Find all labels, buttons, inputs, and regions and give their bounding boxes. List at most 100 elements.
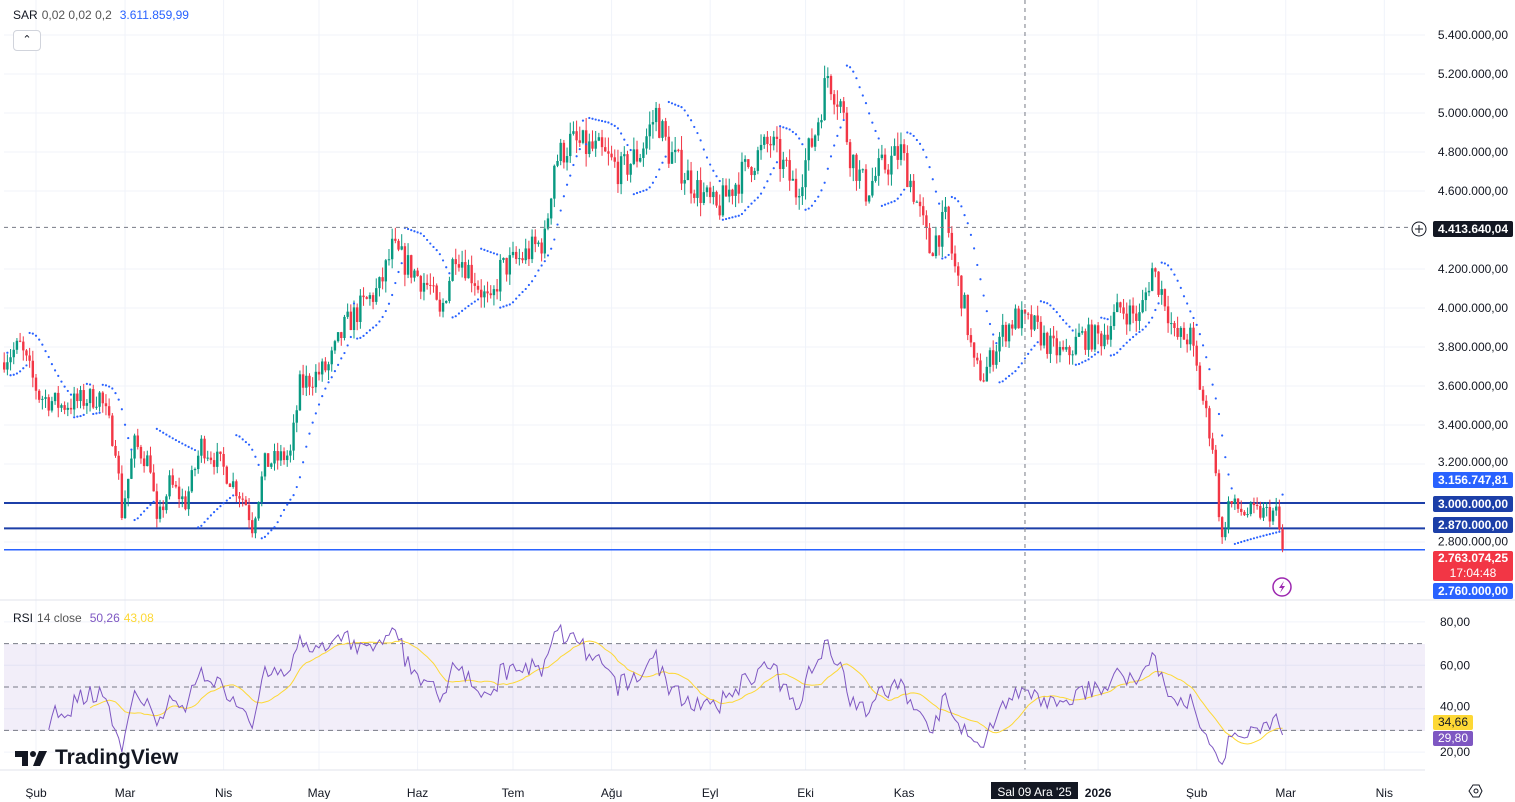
candle-body: [473, 283, 477, 286]
candle-body: [168, 475, 171, 497]
lightning-alert-icon[interactable]: [1272, 577, 1292, 597]
candle-body: [565, 156, 569, 163]
sar-dot: [922, 148, 925, 151]
candle-body: [658, 107, 661, 138]
sar-dot: [117, 398, 120, 401]
candle-body: [823, 78, 826, 121]
sar-dot: [696, 131, 699, 135]
sar-dot: [845, 64, 849, 67]
candle-body: [123, 498, 127, 519]
candle-body: [909, 180, 912, 188]
line-2870000-label[interactable]: 2.870.000,00: [1433, 517, 1513, 533]
candle-body: [591, 141, 594, 149]
candle-body: [155, 491, 159, 519]
sar-dot: [909, 132, 912, 135]
candle-body: [626, 154, 629, 175]
candle-body: [899, 144, 903, 160]
rsi-axis[interactable]: 80,00 60,00 40,00 20,00: [1440, 615, 1470, 759]
candle-body: [820, 120, 823, 123]
sar-dot: [1151, 316, 1154, 319]
candle-body: [375, 288, 378, 302]
sar-dot: [282, 508, 286, 512]
candle-body: [76, 393, 79, 402]
candle-body: [950, 232, 954, 254]
rsi-tick: 80,00: [1440, 615, 1470, 629]
sar-dot: [378, 320, 381, 323]
candle-body: [257, 502, 260, 519]
price-axis[interactable]: 5.400.000,00 5.200.000,00 5.000.000,00 4.80…: [1438, 28, 1508, 549]
sar-dot: [569, 174, 572, 177]
sar-dot: [232, 494, 235, 497]
candle-body: [941, 211, 944, 247]
candle-body: [772, 136, 775, 146]
candle-body: [1020, 309, 1023, 329]
sar-dot: [969, 233, 973, 236]
candle-body: [397, 240, 400, 250]
candle-body: [1106, 334, 1109, 340]
line-2760000-label[interactable]: 2.760.000,00: [1433, 583, 1513, 599]
sar-dot: [734, 215, 737, 218]
candle-body: [829, 76, 833, 95]
sar-dot: [801, 143, 804, 146]
candle-body: [1011, 324, 1014, 329]
candle-body: [527, 248, 531, 260]
candle-body: [441, 302, 445, 312]
candle-body: [1001, 324, 1004, 337]
sar-dot: [66, 389, 69, 393]
sar-dot: [597, 119, 600, 122]
candle-body: [1068, 346, 1071, 356]
candle-body: [1071, 354, 1074, 356]
candle-body: [107, 406, 111, 416]
candle-body: [1179, 327, 1182, 337]
candle-body: [534, 236, 537, 245]
sar-legend[interactable]: SAR 0,02 0,02 0,2 3.611.859,99: [13, 8, 193, 22]
candle-body: [1036, 315, 1039, 322]
sar-dot: [1268, 532, 1271, 536]
sar-dot: [871, 121, 874, 124]
candle-body: [852, 154, 855, 169]
candle-body: [963, 294, 966, 309]
candle-body: [1173, 323, 1176, 328]
line-3000000-label[interactable]: 3.000.000,00: [1433, 496, 1513, 512]
sar-dot: [842, 118, 845, 122]
candle-body: [1030, 314, 1033, 330]
sar-dot: [1128, 338, 1132, 341]
rsi-legend[interactable]: RSI 14 close 50,26 43,08: [13, 611, 158, 625]
sar-dot: [314, 412, 317, 415]
price-tick: 4.800.000,00: [1438, 145, 1508, 159]
candle-body: [906, 153, 909, 188]
sar-dot: [193, 448, 197, 452]
time-tick: Ağu: [601, 786, 622, 799]
candle-body: [495, 289, 499, 292]
horizontal-lines[interactable]: [4, 502, 1425, 551]
sar-dot: [92, 412, 95, 416]
candle-body: [34, 377, 38, 391]
candle-body: [1131, 305, 1135, 314]
crosshair-plus-icon[interactable]: [1411, 221, 1427, 237]
sar-dot: [273, 526, 276, 529]
candle-body: [324, 361, 327, 371]
sar-dot: [505, 304, 508, 307]
candle-body: [1125, 313, 1128, 325]
candle-body: [712, 191, 715, 198]
candle-body: [960, 275, 963, 309]
time-axis[interactable]: Şub Mar Nis May Haz Tem Ağu Eyl Eki Kas 2026 Şub Mar…: [25, 786, 1393, 799]
candle-body: [158, 506, 162, 519]
sar-dot: [944, 256, 947, 259]
tradingview-logo[interactable]: TradingView: [15, 746, 178, 770]
sar-dot: [896, 197, 899, 200]
rsi-tick: 40,00: [1440, 700, 1470, 714]
sar-value: 3.611.859,99: [119, 8, 189, 22]
collapse-legend-button[interactable]: ⌃: [13, 30, 41, 51]
sar-dot: [95, 412, 98, 415]
sar-dot: [966, 222, 969, 225]
candle-body: [101, 392, 104, 404]
sar-dot: [1058, 315, 1062, 318]
settings-icon[interactable]: [1468, 784, 1483, 798]
sar-dot: [1084, 359, 1087, 362]
sar-dot: [769, 173, 772, 176]
sar-dot: [302, 461, 305, 464]
candle-body: [759, 144, 763, 151]
candle-body: [597, 137, 601, 141]
